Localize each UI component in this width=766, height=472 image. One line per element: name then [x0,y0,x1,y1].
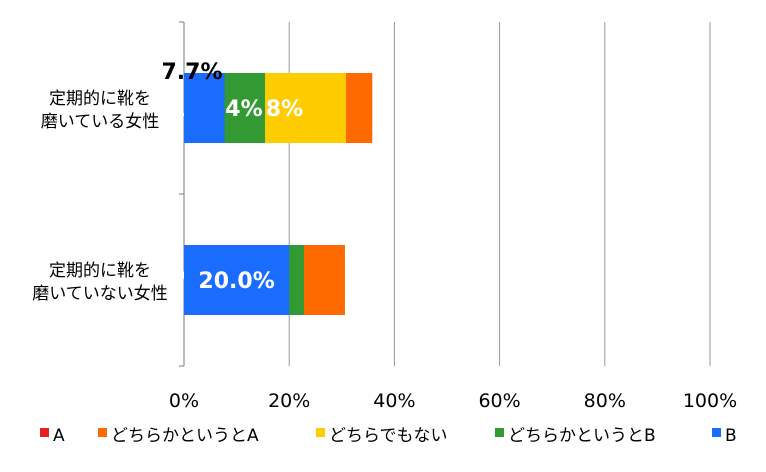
category-label-line: 定期的に靴を [49,89,151,109]
legend-swatch [712,428,721,437]
data-label: 20.0% [198,269,274,294]
legend-label: B [725,426,737,446]
data-label: 7.7% [161,60,222,85]
x-tick-label: 20% [268,390,310,412]
category-label-line: 磨いていない女性 [32,284,168,304]
bar-segment [184,245,290,315]
legend-label: A [53,426,65,446]
x-tick-label: 100% [683,390,737,412]
legend-label: どちらかというとB [508,426,656,446]
category-label: 定期的に靴を磨いている女性 [41,89,160,132]
legend-label: どちらかというとA [111,426,259,446]
x-tick-label: 40% [373,390,415,412]
legend-label: どちらでもない [329,426,448,446]
x-tick-label: 0% [169,390,199,412]
category-label-line: 定期的に靴を [49,261,151,281]
category-label-line: 磨いている女性 [41,112,160,132]
legend-swatch [495,428,504,437]
bar-segment [184,73,225,143]
category-label: 定期的に靴を磨いていない女性 [32,261,168,304]
x-tick-label: 80% [584,390,626,412]
legend-swatch [316,428,325,437]
x-tick-label: 60% [478,390,520,412]
legend-swatch [98,428,107,437]
legend-swatch [40,428,49,437]
